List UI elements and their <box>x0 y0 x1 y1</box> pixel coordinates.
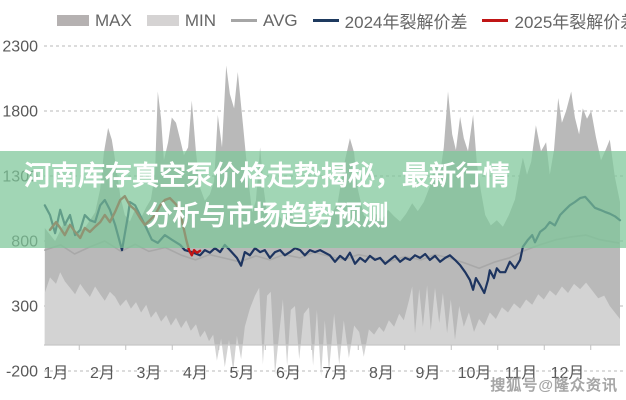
x-axis-tick-label: 4月 <box>183 365 208 382</box>
page-title-line1: 河南库存真空泵价格走势揭秘，最新行情 <box>24 161 510 191</box>
x-axis-tick-label: 10月 <box>458 365 492 382</box>
legend-swatch-icon <box>231 19 258 22</box>
series-min-area <box>44 272 621 377</box>
y-axis-tick-label: 2300 <box>2 39 38 56</box>
x-axis-tick-label: 1月 <box>44 365 69 382</box>
legend-swatch-icon <box>312 19 339 22</box>
x-axis-tick-label: 7月 <box>323 365 348 382</box>
x-axis-tick-label: 9月 <box>416 365 441 382</box>
legend-item: 2025年裂解价差 <box>482 8 626 33</box>
legend-item: MAX <box>57 11 132 31</box>
x-axis-tick-label: 8月 <box>369 365 394 382</box>
x-axis-tick-label: 3月 <box>137 365 162 382</box>
page-title: 河南库存真空泵价格走势揭秘，最新行情 分析与市场趋势预测 <box>0 156 534 236</box>
legend-item: MIN <box>146 10 217 31</box>
x-axis-tick-label: 2月 <box>90 365 115 382</box>
title-overlay-band: 河南库存真空泵价格走势揭秘，最新行情 分析与市场趋势预测 <box>0 151 626 248</box>
legend-label: 2024年裂解价差 <box>344 13 468 32</box>
page-title-line2: 分析与市场趋势预测 <box>145 201 389 231</box>
y-axis-tick-label: -200 <box>6 364 38 381</box>
legend-label: MIN <box>184 10 217 30</box>
x-axis-tick-label: 12月 <box>551 365 585 382</box>
legend-item: AVG <box>231 11 298 31</box>
title-overlay-background <box>0 151 626 248</box>
watermark-souhu-account: 搜狐号@隆众资讯 <box>490 377 618 394</box>
legend-item: 2024年裂解价差 <box>312 8 468 33</box>
series-max-area <box>44 65 621 345</box>
legend-swatch-icon <box>146 15 179 26</box>
x-axis-tick-label: 6月 <box>276 365 301 382</box>
y-axis-tick-label: 1800 <box>2 104 38 121</box>
legend-label: 2025年裂解价差 <box>514 13 626 32</box>
legend-swatch-icon <box>482 19 509 22</box>
legend-label: MAX <box>95 10 132 30</box>
legend-swatch-icon <box>57 15 89 26</box>
chart-legend: MAX MIN AVG 2024年裂解价差 2025年裂解价差 <box>57 8 626 33</box>
y-axis-tick-label: 300 <box>11 299 38 316</box>
legend-label: AVG <box>263 10 298 30</box>
x-axis-tick-label: 5月 <box>230 365 255 382</box>
x-axis-tick-label: 11月 <box>505 365 538 382</box>
